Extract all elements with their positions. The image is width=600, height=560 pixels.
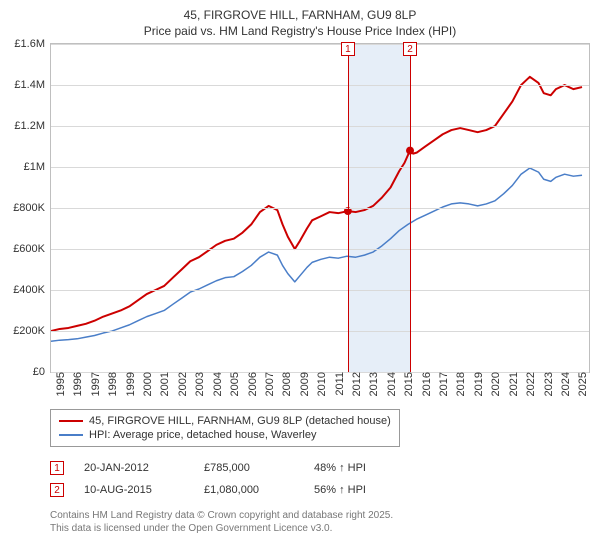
- x-axis-label: 2017: [434, 372, 450, 396]
- gridline: [51, 126, 589, 127]
- x-axis-label: 2025: [573, 372, 589, 396]
- chart-title-block: 45, FIRGROVE HILL, FARNHAM, GU9 8LP Pric…: [0, 0, 600, 43]
- y-axis-label: £0: [33, 366, 51, 378]
- event-line: [410, 44, 411, 372]
- legend-row: 45, FIRGROVE HILL, FARNHAM, GU9 8LP (det…: [59, 414, 391, 428]
- gridline: [51, 208, 589, 209]
- event-marker: 1: [341, 42, 355, 56]
- x-axis-label: 2024: [556, 372, 572, 396]
- y-axis-label: £1.6M: [14, 38, 51, 50]
- event-date: 10-AUG-2015: [84, 484, 184, 496]
- y-axis-label: £800K: [13, 202, 51, 214]
- x-axis-label: 2005: [225, 372, 241, 396]
- event-delta: 56% ↑ HPI: [314, 484, 404, 496]
- x-axis-label: 2003: [190, 372, 206, 396]
- gridline: [51, 85, 589, 86]
- x-axis-label: 2020: [486, 372, 502, 396]
- legend-swatch: [59, 434, 83, 436]
- event-row: 1 20-JAN-2012 £785,000 48% ↑ HPI: [50, 457, 590, 479]
- events-table: 1 20-JAN-2012 £785,000 48% ↑ HPI 2 10-AUG-201…: [50, 457, 590, 501]
- x-axis-label: 2006: [243, 372, 259, 396]
- series-line: [51, 77, 582, 331]
- y-axis-label: £400K: [13, 284, 51, 296]
- event-price: £785,000: [204, 462, 294, 474]
- x-axis-label: 2019: [469, 372, 485, 396]
- x-axis-label: 2002: [173, 372, 189, 396]
- y-axis-label: £200K: [13, 325, 51, 337]
- gridline: [51, 249, 589, 250]
- x-axis-label: 1999: [121, 372, 137, 396]
- event-date: 20-JAN-2012: [84, 462, 184, 474]
- y-axis-label: £1M: [24, 161, 51, 173]
- gridline: [51, 331, 589, 332]
- x-axis-label: 2004: [208, 372, 224, 396]
- x-axis-label: 2011: [330, 372, 346, 396]
- x-axis-label: 1996: [68, 372, 84, 396]
- y-axis-label: £1.4M: [14, 79, 51, 91]
- x-axis-label: 2008: [277, 372, 293, 396]
- y-axis-label: £1.2M: [14, 120, 51, 132]
- title-line-1: 45, FIRGROVE HILL, FARNHAM, GU9 8LP: [0, 8, 600, 24]
- footnote: Contains HM Land Registry data © Crown c…: [50, 509, 590, 535]
- event-line: [348, 44, 349, 372]
- event-marker: 2: [403, 42, 417, 56]
- x-axis-label: 2013: [364, 372, 380, 396]
- x-axis-label: 2016: [417, 372, 433, 396]
- x-axis-label: 2009: [295, 372, 311, 396]
- x-axis-label: 2023: [539, 372, 555, 396]
- x-axis-label: 2007: [260, 372, 276, 396]
- below-chart: 45, FIRGROVE HILL, FARNHAM, GU9 8LP (det…: [50, 409, 590, 501]
- event-number: 2: [50, 483, 64, 497]
- title-line-2: Price paid vs. HM Land Registry's House …: [0, 24, 600, 40]
- x-axis-label: 2012: [347, 372, 363, 396]
- event-delta: 48% ↑ HPI: [314, 462, 404, 474]
- legend-row: HPI: Average price, detached house, Wave…: [59, 428, 391, 442]
- event-number: 1: [50, 461, 64, 475]
- chart-area: £0£200K£400K£600K£800K£1M£1.2M£1.4M£1.6M…: [50, 43, 590, 403]
- footnote-line-2: This data is licensed under the Open Gov…: [50, 522, 590, 535]
- legend-label: HPI: Average price, detached house, Wave…: [89, 429, 316, 441]
- legend-label: 45, FIRGROVE HILL, FARNHAM, GU9 8LP (det…: [89, 415, 391, 427]
- x-axis-label: 2014: [382, 372, 398, 396]
- plot-region: £0£200K£400K£600K£800K£1M£1.2M£1.4M£1.6M…: [50, 43, 590, 373]
- gridline: [51, 44, 589, 45]
- x-axis-label: 2022: [521, 372, 537, 396]
- x-axis-label: 1998: [103, 372, 119, 396]
- series-line: [51, 168, 582, 341]
- x-axis-label: 1997: [86, 372, 102, 396]
- legend-box: 45, FIRGROVE HILL, FARNHAM, GU9 8LP (det…: [50, 409, 400, 447]
- gridline: [51, 167, 589, 168]
- x-axis-label: 2015: [399, 372, 415, 396]
- x-axis-label: 1995: [51, 372, 67, 396]
- event-row: 2 10-AUG-2015 £1,080,000 56% ↑ HPI: [50, 479, 590, 501]
- y-axis-label: £600K: [13, 243, 51, 255]
- legend-swatch: [59, 420, 83, 422]
- x-axis-label: 2001: [155, 372, 171, 396]
- x-axis-label: 2010: [312, 372, 328, 396]
- x-axis-label: 2000: [138, 372, 154, 396]
- gridline: [51, 290, 589, 291]
- x-axis-label: 2021: [504, 372, 520, 396]
- x-axis-label: 2018: [451, 372, 467, 396]
- event-price: £1,080,000: [204, 484, 294, 496]
- footnote-line-1: Contains HM Land Registry data © Crown c…: [50, 509, 590, 522]
